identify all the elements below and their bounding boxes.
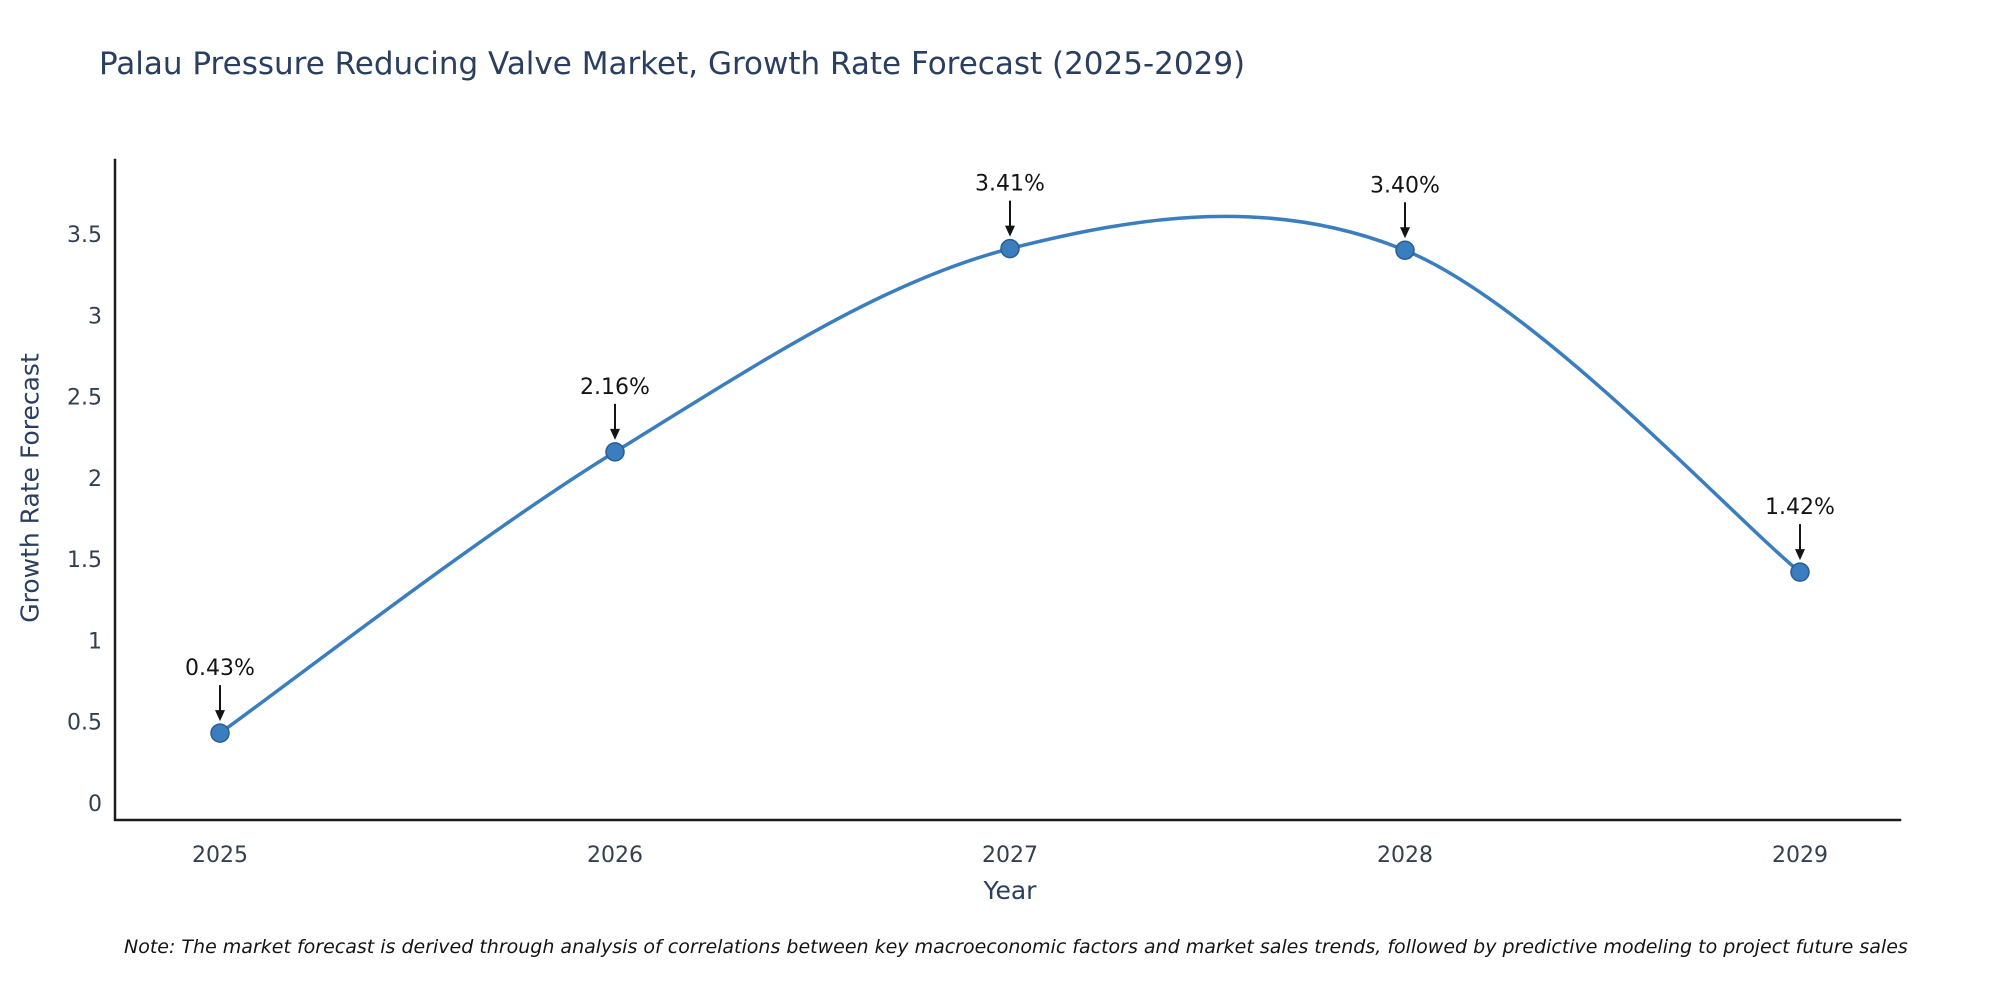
annotation-label: 1.42% bbox=[1765, 495, 1835, 520]
annotation-label: 3.40% bbox=[1370, 173, 1440, 198]
data-point-marker bbox=[1395, 240, 1415, 261]
data-point-marker bbox=[1000, 238, 1020, 259]
data-point-marker bbox=[1790, 562, 1810, 582]
y-tick-label: 3.5 bbox=[67, 223, 102, 248]
annotation-label: 3.41% bbox=[975, 172, 1045, 197]
chart-title: Palau Pressure Reducing Valve Market, Gr… bbox=[99, 46, 1246, 82]
y-tick-label: 2.5 bbox=[67, 386, 102, 411]
x-axis-title: Year bbox=[983, 876, 1037, 905]
annotation-arrow-head bbox=[610, 428, 620, 440]
x-tick-label: 2027 bbox=[982, 843, 1038, 868]
y-tick-label: 0.5 bbox=[67, 711, 102, 736]
annotation-arrow-head bbox=[1400, 227, 1410, 239]
x-tick-label: 2029 bbox=[1772, 843, 1828, 868]
data-point-marker bbox=[210, 723, 230, 743]
trend-line bbox=[218, 214, 1802, 735]
y-tick-label: 1.5 bbox=[67, 548, 102, 573]
x-tick-label: 2028 bbox=[1377, 843, 1433, 868]
annotation-arrow-head bbox=[1005, 225, 1015, 237]
annotation-label: 0.43% bbox=[185, 656, 255, 681]
annotation-arrow-head bbox=[215, 710, 225, 722]
x-tick-label: 2026 bbox=[587, 843, 643, 868]
axis-lines bbox=[113, 158, 1902, 822]
x-tick-label: 2025 bbox=[192, 843, 248, 868]
footnote: Note: The market forecast is derived thr… bbox=[124, 936, 1908, 958]
y-tick-label: 2 bbox=[88, 467, 102, 492]
data-point-marker bbox=[605, 442, 625, 462]
y-tick-label: 1 bbox=[88, 629, 102, 654]
y-tick-label: 3 bbox=[88, 304, 102, 329]
annotation-label: 2.16% bbox=[580, 375, 650, 400]
y-tick-label: 0 bbox=[88, 792, 102, 817]
annotation-arrow-head bbox=[1795, 549, 1805, 561]
